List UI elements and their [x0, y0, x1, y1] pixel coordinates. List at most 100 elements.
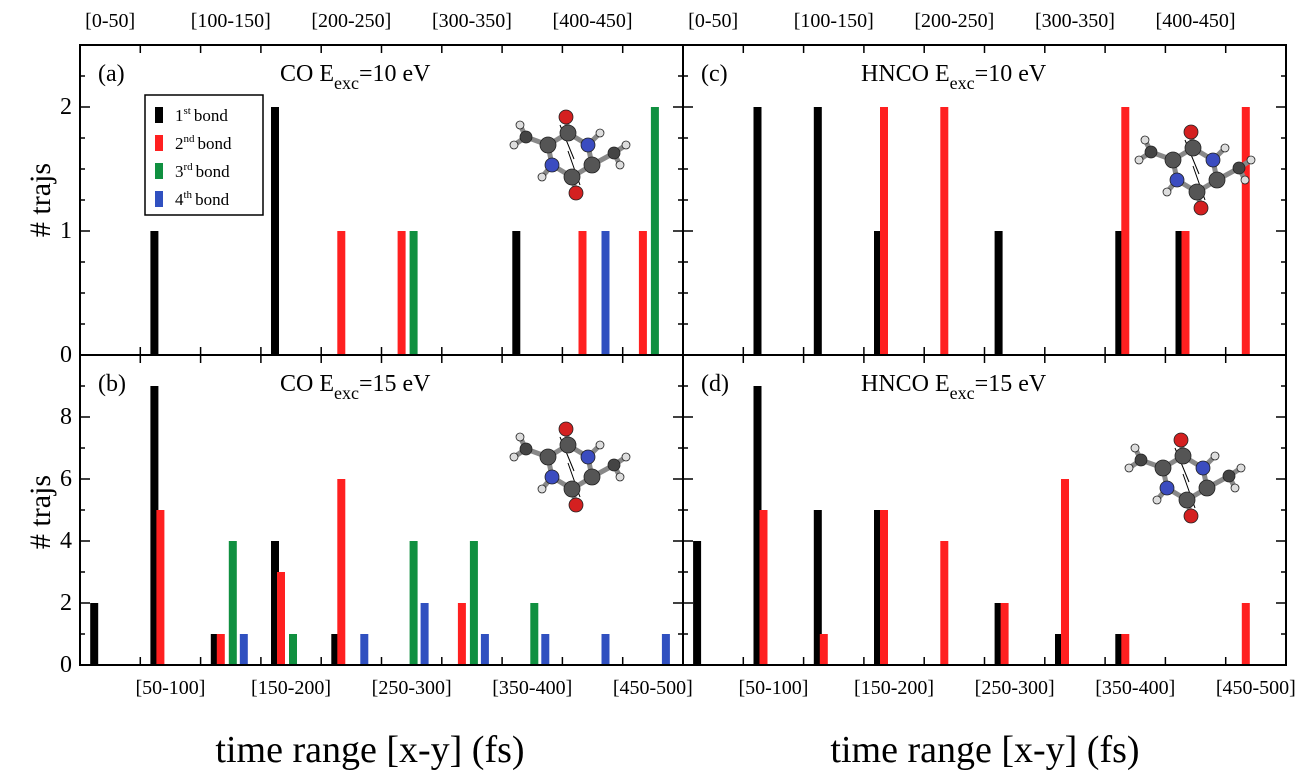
bar-d-1st-bond-2: [813, 510, 822, 665]
bar-a-1st-bond-7: [512, 231, 521, 355]
top-category-label: [0-50]: [688, 10, 738, 32]
bar-b-3rd-bond-2: [228, 541, 237, 665]
molecule-atom: [519, 442, 533, 456]
x-axis-title-left: time range [x-y] (fs): [215, 729, 524, 771]
molecule-image: [509, 109, 631, 201]
bar-d-1st-bond-0: [693, 541, 702, 665]
molecule-atom: [559, 436, 577, 454]
molecule-atom: [1232, 161, 1246, 175]
bar-d-2nd-bond-1: [759, 510, 768, 665]
bar-b-4th-bond-2: [239, 634, 248, 665]
molecule-atom: [1159, 480, 1175, 496]
bar-c-1st-bond-8: [1175, 231, 1184, 355]
molecule-atom: [1178, 491, 1196, 509]
bottom-category-label: [250-300]: [975, 677, 1055, 699]
top-category-label: [400-450]: [553, 10, 633, 32]
bar-b-1st-bond-0: [90, 603, 99, 665]
bar-b-1st-bond-3: [271, 541, 279, 665]
bar-b-2nd-bond-3: [277, 572, 285, 665]
molecule-atom: [1210, 451, 1220, 461]
panel-title: CO Eexc=10 eV: [280, 61, 431, 93]
plot-frame: [682, 354, 1287, 666]
molecule-atom: [1152, 495, 1162, 505]
bar-b-3rd-bond-6: [469, 541, 478, 665]
bar-c-1st-bond-1: [753, 107, 762, 355]
molecule-atom: [583, 468, 601, 486]
bar-b-3rd-bond-7: [530, 603, 539, 665]
bar-c-1st-bond-3: [874, 231, 882, 355]
panel-letter: (d): [701, 371, 729, 397]
bar-d-2nd-bond-3: [880, 510, 888, 665]
bar-c-1st-bond-7: [1115, 231, 1124, 355]
panel-letter: (a): [98, 61, 125, 87]
molecule-atom: [621, 140, 631, 150]
molecule-atom: [1130, 443, 1140, 453]
y-tick-label: 4: [60, 528, 72, 554]
molecule-atom: [595, 440, 605, 450]
top-category-label: [300-350]: [1035, 10, 1115, 32]
bottom-category-label: [250-300]: [372, 677, 452, 699]
y-tick-label: 1: [60, 218, 72, 244]
bar-c-2nd-bond-7: [1121, 107, 1130, 355]
molecule-atom: [615, 160, 625, 170]
bottom-category-label: [450-500]: [613, 677, 693, 699]
bar-b-4th-bond-8: [601, 634, 610, 665]
bottom-category-label: [150-200]: [854, 677, 934, 699]
bar-b-4th-bond-9: [661, 634, 670, 665]
molecule-atom: [1184, 139, 1202, 157]
molecule-atom: [1134, 453, 1148, 467]
molecule-atom: [539, 136, 557, 154]
molecule-atom: [509, 140, 519, 150]
molecule-atom: [583, 156, 601, 174]
panel-title: HNCO Eexc=15 eV: [861, 371, 1047, 403]
molecule-atom: [607, 146, 621, 160]
bar-d-2nd-bond-7: [1121, 634, 1130, 665]
molecule-image: [1124, 432, 1246, 524]
molecule-image: [1134, 124, 1256, 216]
top-category-label: [100-150]: [191, 10, 271, 32]
molecule-atom: [1205, 152, 1221, 168]
y-tick-label: 0: [60, 342, 72, 368]
bar-c-2nd-bond-9: [1241, 107, 1250, 355]
bar-d-1st-bond-3: [874, 510, 882, 665]
bar-b-3rd-bond-5: [409, 541, 418, 665]
molecule-atom: [1220, 143, 1230, 153]
molecule-atom: [509, 452, 519, 462]
molecule-atom: [615, 472, 625, 482]
molecule-atom: [1183, 124, 1199, 140]
molecule-atom: [519, 130, 533, 144]
bar-b-4th-bond-5: [420, 603, 429, 665]
molecule-atom: [544, 469, 560, 485]
panel-title: CO Eexc=15 eV: [280, 371, 431, 403]
molecule-atom: [1188, 183, 1206, 201]
bar-d-2nd-bond-5: [1000, 603, 1009, 665]
bar-c-2nd-bond-8: [1181, 231, 1190, 355]
molecule-atom: [559, 124, 577, 142]
panel-letter: (c): [701, 61, 728, 87]
molecule-atom: [1164, 151, 1182, 169]
molecule-atom: [544, 157, 560, 173]
bar-a-3rd-bond-9: [650, 107, 659, 355]
bar-a-2nd-bond-9: [638, 231, 647, 355]
y-tick-label: 2: [60, 590, 72, 616]
bar-b-2nd-bond-1: [156, 510, 165, 665]
bar-d-2nd-bond-9: [1241, 603, 1250, 665]
bar-b-4th-bond-6: [480, 634, 489, 665]
molecule-atom: [1140, 135, 1150, 145]
bar-b-2nd-bond-4: [337, 479, 346, 665]
molecule-atom: [580, 449, 596, 465]
molecule-atom: [1124, 463, 1134, 473]
molecule-atom: [1169, 172, 1185, 188]
bar-d-2nd-bond-2: [819, 634, 828, 665]
bar-c-1st-bond-5: [994, 231, 1003, 355]
bottom-category-label: [350-400]: [1095, 677, 1175, 699]
bar-a-2nd-bond-5: [397, 231, 406, 355]
plot-frame: [79, 354, 684, 666]
legend-box: [144, 94, 264, 216]
bar-a-3rd-bond-5: [409, 231, 418, 355]
molecule-atom: [568, 185, 584, 201]
bar-b-4th-bond-7: [541, 634, 550, 665]
bar-a-2nd-bond-4: [337, 231, 346, 355]
molecule-atom: [1230, 483, 1240, 493]
molecule-atom: [1208, 171, 1226, 189]
